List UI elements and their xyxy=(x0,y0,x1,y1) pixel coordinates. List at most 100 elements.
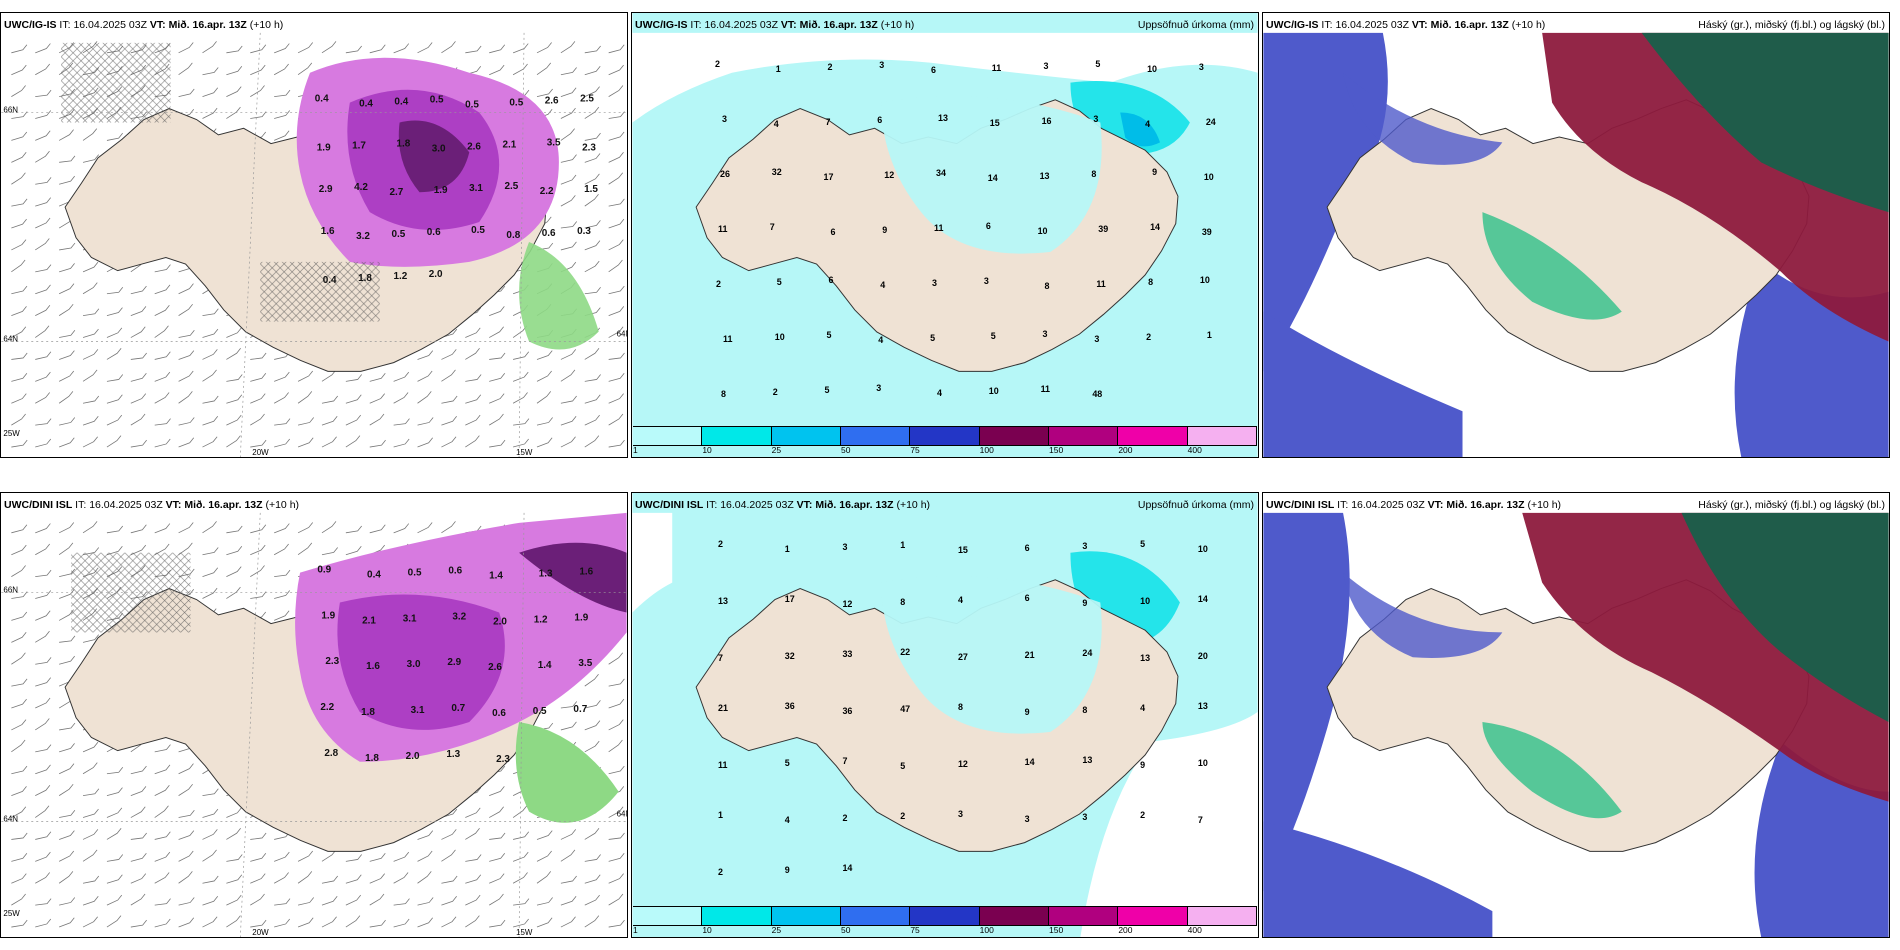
value-label: 1.9 xyxy=(321,610,335,621)
wind-barb xyxy=(106,287,124,295)
wind-barb xyxy=(106,894,123,906)
value-label: 2.6 xyxy=(467,141,481,152)
wind-barb xyxy=(130,832,147,840)
wind-barb xyxy=(560,849,576,862)
wind-barb xyxy=(489,893,504,906)
legend-swatch xyxy=(910,427,980,445)
wind-barb xyxy=(35,150,50,163)
wind-barb xyxy=(584,874,601,884)
wind-barb xyxy=(584,86,600,97)
value-label: 1.7 xyxy=(352,140,366,151)
wind-barb xyxy=(345,854,362,862)
wind-barb xyxy=(154,325,169,338)
wind-barb xyxy=(226,435,241,448)
wind-barb xyxy=(608,893,624,906)
wind-barb xyxy=(584,348,600,360)
wind-barb xyxy=(369,393,385,404)
value-label: 8 xyxy=(958,702,963,712)
wind-barb xyxy=(58,542,74,556)
wind-barb xyxy=(11,111,28,119)
wind-barb xyxy=(489,853,506,862)
wind-barb xyxy=(274,569,291,578)
value-label: 2.6 xyxy=(545,96,559,107)
wind-barb xyxy=(297,42,314,54)
wind-barb xyxy=(106,854,124,862)
wind-barb xyxy=(274,851,290,862)
wind-barb xyxy=(154,918,171,928)
value-label: 5 xyxy=(1095,59,1100,69)
value-label: 0.6 xyxy=(492,708,506,719)
value-label: 13 xyxy=(718,596,728,606)
value-label: 8 xyxy=(1091,169,1096,179)
wind-barb xyxy=(608,652,624,665)
value-label: 2.6 xyxy=(488,662,502,673)
legend-swatch xyxy=(1118,427,1188,445)
value-label: 3 xyxy=(1082,541,1087,551)
wind-barb xyxy=(202,808,219,818)
legend-swatch xyxy=(1187,907,1257,925)
value-label: 10 xyxy=(1204,172,1214,182)
value-label: 21 xyxy=(718,703,728,713)
wind-barb xyxy=(321,416,338,426)
value-label: 0.8 xyxy=(506,230,520,241)
wind-barb xyxy=(489,64,505,76)
wind-barb xyxy=(608,832,625,840)
value-label: 36 xyxy=(842,706,852,716)
value-label: 3.5 xyxy=(578,658,592,669)
wind-barb xyxy=(417,391,432,404)
panel-header: UWC/IG-IS IT: 16.04.2025 03Z VT: Mið. 16… xyxy=(1266,19,1885,31)
wind-barb xyxy=(11,544,27,556)
value-label: 0.4 xyxy=(323,275,337,286)
wind-barb xyxy=(465,874,482,884)
wind-barb xyxy=(202,587,218,599)
svg-text:64N: 64N xyxy=(3,335,18,344)
wind-barb xyxy=(11,853,28,862)
wind-barb xyxy=(226,394,243,404)
wind-barb xyxy=(321,896,338,906)
value-label: 27 xyxy=(958,652,968,662)
value-label: 11 xyxy=(718,224,727,234)
wind-barb xyxy=(35,590,52,599)
wind-barb xyxy=(273,392,289,404)
value-label: 17 xyxy=(785,594,795,604)
value-label: 1.6 xyxy=(366,661,380,672)
panel-dini-precip: UWC/DINI ISL IT: 16.04.2025 03Z VT: Mið.… xyxy=(631,492,1259,938)
wind-barb xyxy=(59,263,75,273)
wind-barb xyxy=(106,394,123,404)
wind-barb xyxy=(608,765,625,775)
wind-barb xyxy=(321,436,337,448)
value-label: 6 xyxy=(931,65,936,75)
wind-barb xyxy=(106,828,122,840)
wind-barb xyxy=(58,783,74,796)
wind-barb xyxy=(11,64,27,76)
value-label: 6 xyxy=(829,275,834,285)
value-label: 11 xyxy=(934,223,943,233)
wind-barb xyxy=(584,45,601,54)
wind-barb xyxy=(82,875,100,884)
wind-barb xyxy=(82,328,99,338)
wind-barb xyxy=(178,850,194,862)
wind-barb xyxy=(11,739,26,753)
wind-barb xyxy=(106,767,124,775)
precip-legend: 1 10 25 50 75 100 150 200 400 xyxy=(633,426,1257,456)
wind-barb xyxy=(178,522,194,534)
wind-barb xyxy=(130,806,146,818)
wind-barb xyxy=(441,849,456,862)
wind-barb xyxy=(35,718,50,731)
wind-barb xyxy=(584,240,601,251)
value-label: 11 xyxy=(992,63,1001,73)
wind-barb xyxy=(82,762,98,775)
wind-barb xyxy=(11,352,28,360)
wind-barb xyxy=(130,893,146,906)
wind-barb xyxy=(584,894,600,906)
wind-barb xyxy=(35,325,50,338)
panel-header: UWC/IG-IS IT: 16.04.2025 03Z VT: Mið. 16… xyxy=(4,19,284,31)
wind-barb xyxy=(345,374,362,382)
wind-barb xyxy=(35,371,51,382)
wind-barb xyxy=(513,438,529,448)
value-label: 0.5 xyxy=(471,225,485,236)
wind-barb xyxy=(536,391,552,404)
value-label: 3 xyxy=(879,60,884,70)
wind-barb xyxy=(130,786,147,797)
